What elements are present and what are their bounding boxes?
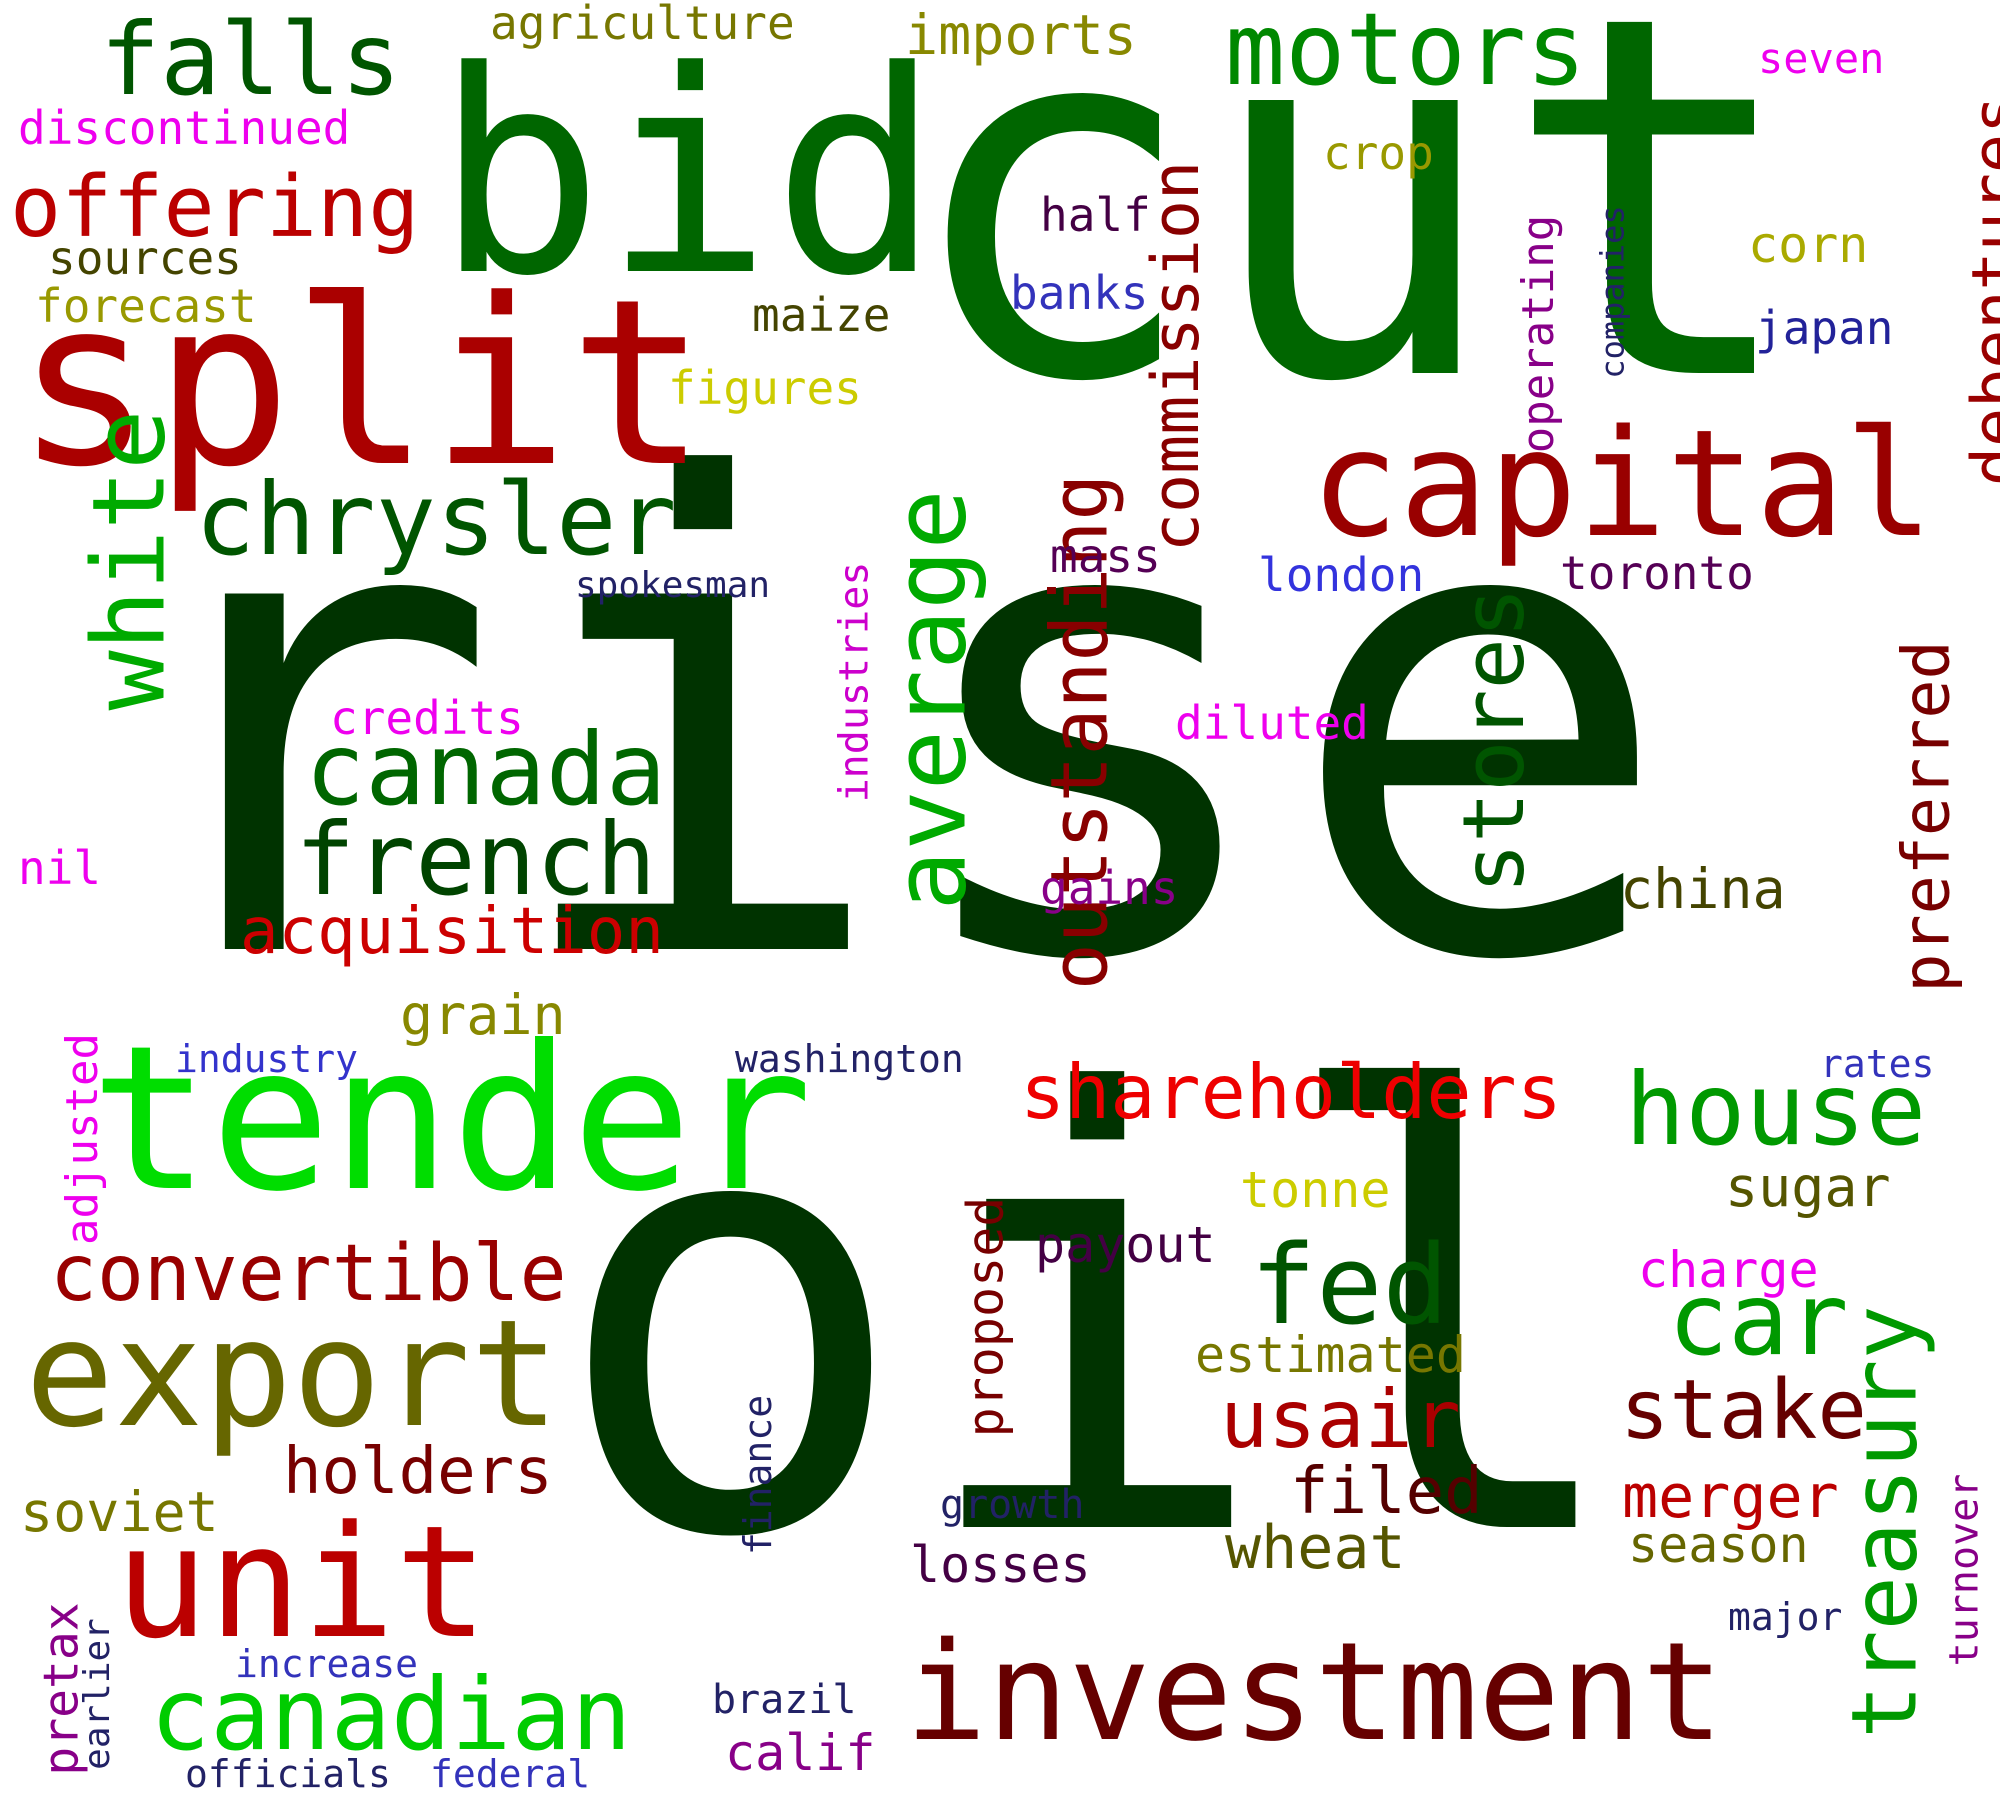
word-unit: unit — [115, 1492, 489, 1673]
word-house: house — [1625, 1051, 1927, 1168]
word-nil: nil — [18, 841, 102, 895]
word-industry: industry — [175, 1037, 359, 1081]
word-figures: figures — [668, 361, 862, 415]
word-companies: companies — [1593, 205, 1632, 379]
word-filed: filed — [1290, 1455, 1483, 1529]
word-capital: capital — [1310, 398, 1934, 570]
word-acquisition: acquisition — [240, 895, 664, 969]
word-industries: industries — [831, 561, 878, 803]
word-half: half — [1040, 188, 1151, 242]
word-maize: maize — [752, 288, 891, 342]
word-calif: calif — [725, 1724, 876, 1782]
word-forecast: forecast — [35, 279, 257, 333]
word-imports: imports — [905, 3, 1137, 67]
word-merger: merger — [1622, 1462, 1839, 1532]
word-usair: usair — [1220, 1373, 1461, 1466]
word-corn: corn — [1748, 216, 1869, 274]
word-gains: gains — [1040, 861, 1179, 915]
word-stores: stores — [1445, 586, 1545, 895]
word-fed: fed — [1250, 1221, 1449, 1349]
word-growth: growth — [940, 1482, 1085, 1528]
word-wheat: wheat — [1225, 1513, 1406, 1583]
word-oil: oil — [550, 970, 1634, 1669]
word-sources: sources — [48, 231, 242, 285]
word-brazil: brazil — [712, 1677, 857, 1723]
word-japan: japan — [1755, 301, 1894, 355]
word-treasury: treasury — [1832, 1305, 1938, 1739]
word-toronto: toronto — [1560, 546, 1754, 600]
word-estimated: estimated — [1195, 1326, 1466, 1384]
word-chrysler: chrysler — [195, 461, 677, 578]
word-proposed: proposed — [956, 1196, 1015, 1438]
word-tonne: tonne — [1240, 1161, 1391, 1219]
word-officials: officials — [185, 1752, 391, 1796]
word-payout: payout — [1035, 1216, 1216, 1274]
word-credits: credits — [330, 691, 524, 745]
word-agriculture: agriculture — [490, 0, 795, 50]
word-seven: seven — [1758, 34, 1885, 83]
word-commission: commission — [1139, 160, 1215, 553]
word-losses: losses — [910, 1536, 1091, 1594]
word-banks: banks — [1010, 266, 1149, 320]
word-major: major — [1728, 1595, 1843, 1639]
word-crop: crop — [1323, 126, 1434, 180]
word-motors: motors — [1225, 0, 1587, 108]
word-preferred: preferred — [1889, 640, 1965, 993]
word-holders: holders — [283, 1435, 553, 1509]
word-rates: rates — [1820, 1042, 1935, 1086]
word-london: london — [1258, 548, 1425, 602]
word-rise: rise — [110, 347, 1676, 1103]
word-canada: canada — [305, 711, 667, 828]
word-investment: investment — [905, 1614, 1724, 1772]
word-operating: operating — [1513, 214, 1565, 454]
word-car: car — [1668, 1261, 1849, 1378]
word-charge: charge — [1638, 1241, 1819, 1299]
word-increase: increase — [235, 1642, 419, 1686]
word-finance: finance — [736, 1394, 781, 1556]
word-falls: falls — [100, 1, 402, 118]
word-china: china — [1620, 857, 1786, 921]
word-federal: federal — [430, 1752, 591, 1796]
word-canadian: canadian — [150, 1656, 632, 1773]
word-average: average — [871, 489, 989, 911]
word-bid: bid — [435, 12, 941, 338]
word-cut: cut — [900, 0, 1804, 491]
word-french: french — [295, 801, 657, 918]
word-spokesman: spokesman — [575, 565, 771, 606]
word-turnover: turnover — [1941, 1473, 1988, 1667]
word-export: export — [25, 1288, 560, 1460]
word-season: season — [1628, 1516, 1809, 1574]
word-shareholders: shareholders — [1020, 1048, 1562, 1136]
word-tender: tender — [90, 1003, 813, 1236]
word-sugar: sugar — [1725, 1155, 1891, 1219]
word-discontinued: discontinued — [18, 101, 351, 155]
word-adjusted: adjusted — [56, 1033, 108, 1245]
word-split: split — [15, 251, 708, 518]
word-convertible: convertible — [50, 1229, 567, 1319]
word-grain: grain — [400, 983, 566, 1047]
word-mass: mass — [1050, 529, 1161, 583]
word-earlier: earlier — [76, 1618, 118, 1770]
word-stake: stake — [1620, 1363, 1867, 1458]
word-debentures: debentures — [1959, 94, 2000, 487]
word-washington: washington — [735, 1037, 964, 1081]
word-diluted: diluted — [1175, 696, 1369, 750]
word-offering: offering — [10, 158, 420, 257]
word-soviet: soviet — [20, 1480, 219, 1544]
word-white: white — [70, 409, 188, 711]
